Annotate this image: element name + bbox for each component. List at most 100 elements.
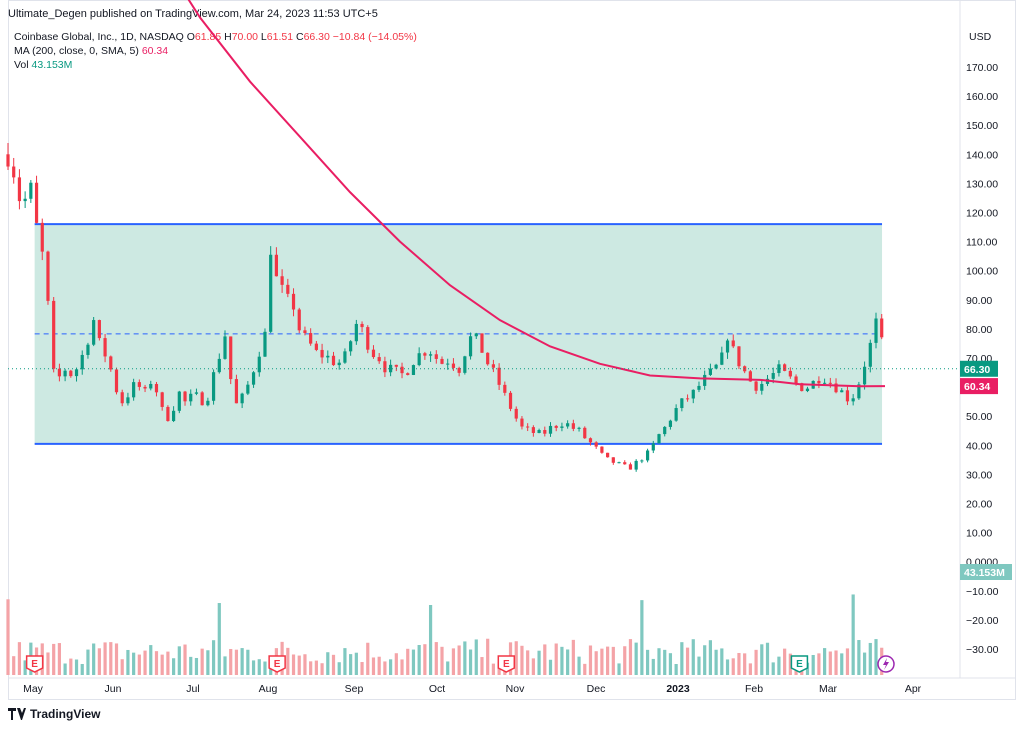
candle-body (577, 427, 581, 429)
candle-body (526, 426, 530, 428)
volume-bar (491, 663, 495, 675)
candle-body (674, 408, 678, 421)
candle-body (354, 323, 358, 342)
chart-frame (8, 0, 1016, 700)
legend-low-label: L (260, 31, 267, 43)
candle-body (114, 369, 119, 393)
volume-bar (543, 644, 547, 675)
volume-bar (623, 646, 627, 675)
price-tick-label: 150.00 (966, 120, 998, 132)
volume-bar (640, 600, 644, 675)
candle-body (800, 383, 804, 392)
volume-bar (725, 659, 730, 675)
volume-bar (223, 656, 227, 675)
candle-body (143, 386, 147, 389)
candle-body (634, 460, 638, 470)
candle-body (606, 452, 610, 458)
volume-bar (97, 648, 101, 675)
candle-body (406, 373, 410, 375)
time-tick-label: May (23, 683, 44, 695)
candle-body (691, 389, 695, 399)
volume-bar (771, 662, 775, 675)
time-tick-label: Jul (186, 683, 199, 695)
volume-bar (868, 642, 872, 675)
earnings-marker-icon (790, 655, 809, 673)
candle-body (211, 372, 216, 401)
candle-body (725, 340, 730, 353)
volume-bar (183, 644, 187, 675)
candle-body (703, 374, 707, 386)
time-tick-label: Jun (105, 683, 122, 695)
volume-bar (257, 659, 261, 675)
candle-body (326, 355, 330, 358)
volume-bar (126, 649, 130, 675)
candle-body (349, 341, 353, 352)
volume-bar (434, 642, 438, 675)
candle-body (663, 426, 667, 435)
candle-body (343, 351, 347, 363)
volume-bar (754, 649, 758, 675)
volume-bar (594, 651, 598, 675)
volume-bar (828, 651, 832, 675)
candle-body (428, 354, 433, 356)
legend-close-label: C (295, 31, 304, 43)
time-tick-label: Mar (819, 683, 838, 695)
volume-bar (560, 646, 564, 675)
volume-bar (480, 657, 484, 675)
price-tick-label: −30.00 (966, 644, 999, 656)
volume-bar (571, 639, 575, 675)
candle-body (486, 352, 490, 365)
candle-body (474, 333, 478, 337)
candle-body (80, 354, 84, 370)
legend-ma-row[interactable]: MA (200, close, 0, SMA, 5) 60.34 (14, 44, 417, 58)
ma-value-label: 60.34 (964, 381, 990, 393)
volume-bar (634, 642, 638, 675)
candle-body (588, 438, 593, 443)
price-tick-label: −10.00 (966, 586, 999, 598)
volume-bar (446, 661, 450, 675)
volume-bar (783, 648, 787, 675)
candle-body (40, 222, 44, 252)
volume-bar (114, 643, 119, 675)
candle-body (788, 370, 792, 377)
price-tick-label: 10.00 (966, 528, 992, 540)
volume-bar (611, 646, 615, 675)
volume-bar (566, 649, 570, 675)
tradingview-footer[interactable]: TradingView (8, 707, 100, 721)
volume-bar (57, 643, 61, 675)
candle-body (240, 393, 244, 404)
candle-body (531, 427, 535, 433)
legend-vol-row[interactable]: Vol 43.153M (14, 58, 417, 72)
price-tick-label: −20.00 (966, 615, 999, 627)
legend-symbol-row[interactable]: Coinbase Global, Inc., 1D, NASDAQ O61.85… (14, 30, 417, 44)
candle-body (680, 398, 684, 409)
candle-body (657, 434, 661, 444)
volume-bar (217, 603, 221, 675)
candle-body (411, 365, 416, 375)
candle-body (783, 364, 787, 371)
volume-bar (389, 659, 393, 675)
volume-bar (206, 650, 210, 675)
volume-bar (69, 658, 73, 675)
candle-body (6, 154, 10, 167)
volume-bar (760, 644, 764, 675)
candle-body (297, 309, 301, 331)
candle-body (543, 430, 547, 434)
volume-bar (817, 653, 821, 675)
volume-bar (423, 644, 427, 675)
volume-bar (297, 655, 301, 675)
volume-bar (874, 639, 878, 675)
candle-body (583, 427, 587, 439)
volume-bar (548, 659, 553, 675)
volume-bar (229, 648, 233, 675)
legend-open-label: O (186, 31, 195, 43)
candle-body (132, 382, 136, 398)
volume-bar (240, 648, 244, 675)
candle-body (480, 333, 484, 353)
volume-bar (486, 638, 490, 675)
candle-body (149, 383, 153, 389)
volume-bar (834, 650, 838, 675)
candle-body (23, 198, 27, 202)
volume-bar (46, 652, 50, 675)
